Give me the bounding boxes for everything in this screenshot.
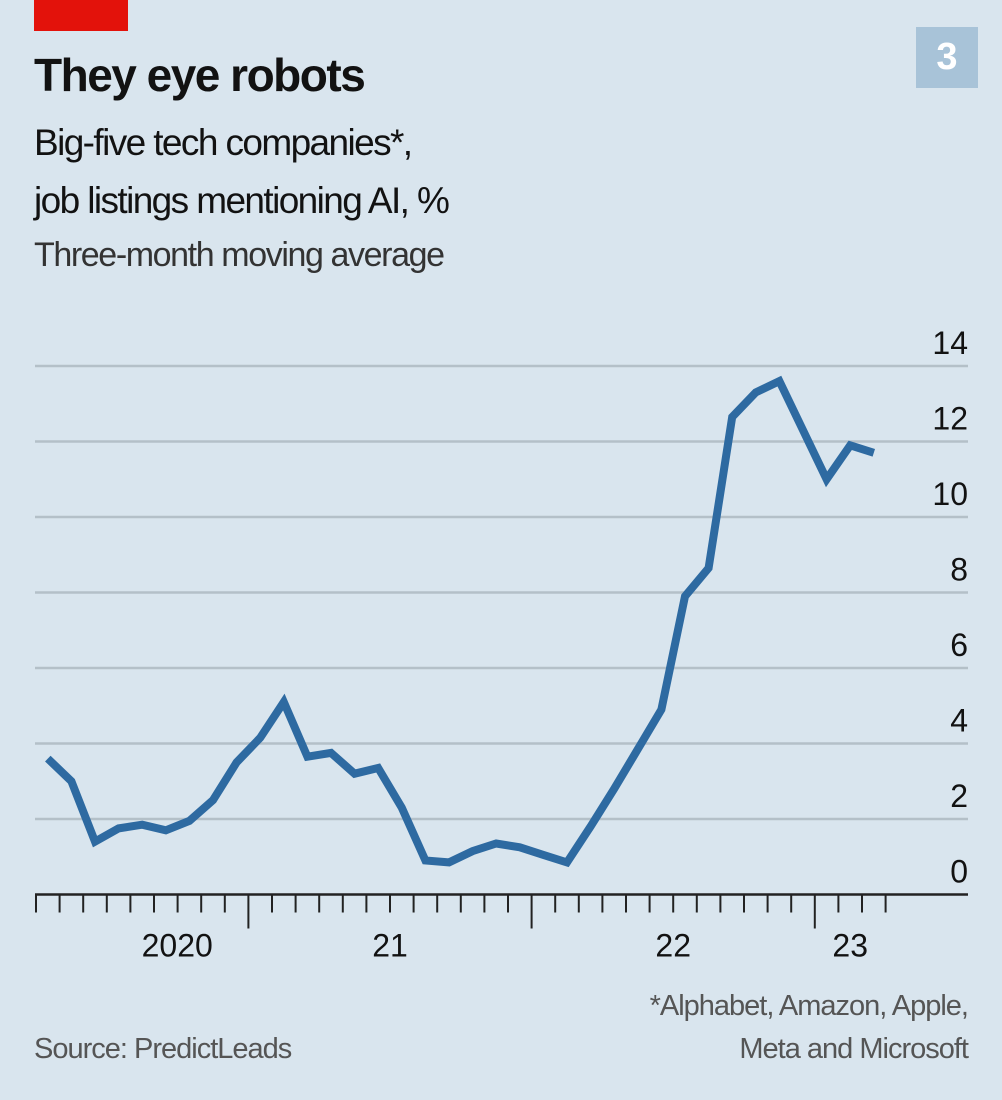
chart-number: 3 [936,36,958,78]
chart-subtitle-line-2: job listings mentioning AI, % [34,180,450,221]
chart-subtitle-note: Three-month moving average [34,236,445,274]
y-tick-label: 2 [950,778,968,814]
chart-title: They eye robots [34,49,366,101]
y-tick-label: 10 [932,476,968,512]
x-tick-label: 22 [655,928,691,964]
y-tick-label: 0 [950,854,968,890]
y-tick-label: 8 [950,552,968,588]
x-tick-label: 23 [832,928,868,964]
y-tick-label: 6 [950,627,968,663]
x-tick-label: 21 [372,928,408,964]
footnote-line-1: *Alphabet, Amazon, Apple, [649,990,969,1022]
x-tick-label: 2020 [142,928,213,964]
source-note: Source: PredictLeads [34,1033,292,1065]
y-tick-label: 4 [950,703,968,739]
series-line [45,375,876,868]
chart-number-badge: 3 [916,27,978,88]
chart-subtitle-line-1: Big-five tech companies*, [34,122,413,163]
y-tick-label: 12 [932,401,968,437]
brand-red-bar [34,0,128,31]
footnote-line-2: Meta and Microsoft [739,1033,969,1065]
y-tick-label: 14 [932,325,968,361]
